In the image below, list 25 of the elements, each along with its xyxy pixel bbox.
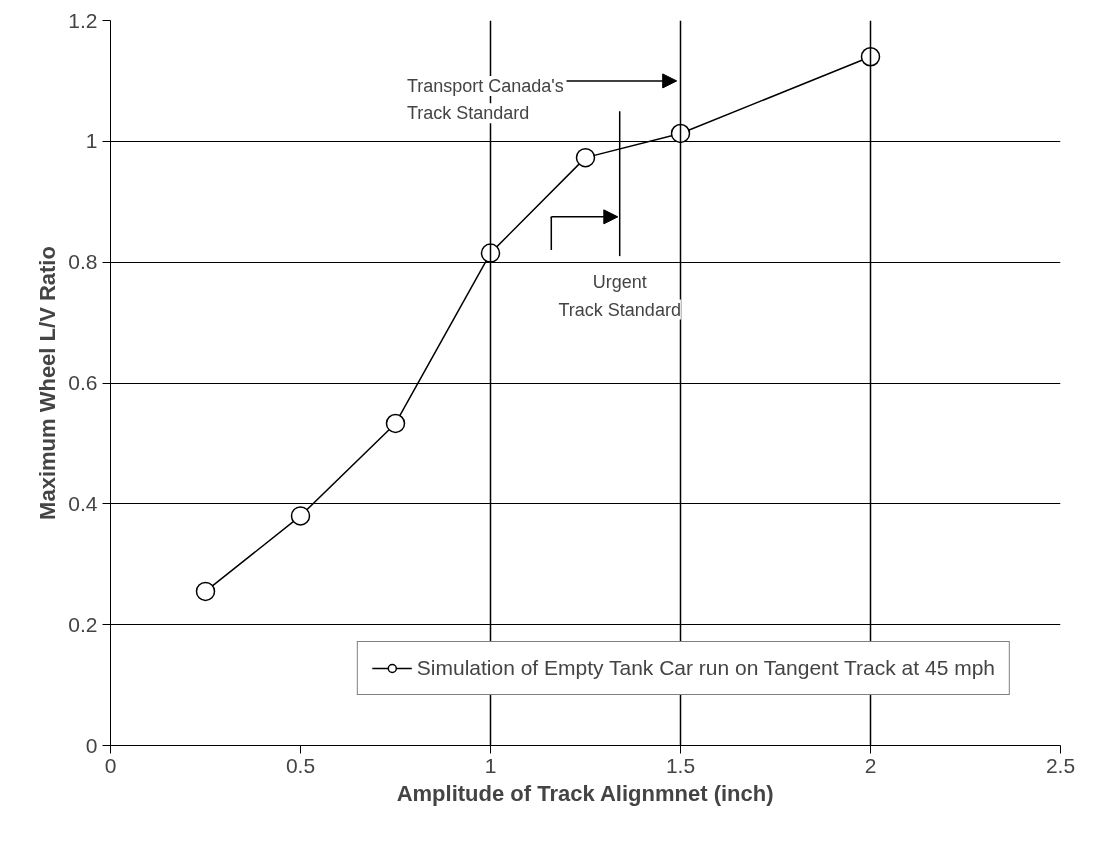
y-tick-label: 1 [85, 129, 98, 153]
point [195, 581, 216, 602]
y-tick-label: 1.2 [68, 8, 98, 32]
x-tick-label: 2.5 [1045, 753, 1076, 777]
x-tick-label: 2 [864, 753, 877, 777]
point [575, 147, 596, 168]
y-tick-label: 0.4 [68, 491, 98, 515]
x-tick-label: 0.5 [285, 753, 316, 777]
point [290, 506, 311, 526]
point [385, 413, 406, 434]
y-tick-label: 0.2 [68, 612, 98, 636]
y-axis-title: Maximum Wheel L/V Ratio [35, 246, 61, 520]
point [480, 243, 501, 263]
ref-line-label: Transport Canada's Track Standard [406, 76, 564, 124]
y-tick-label: 0 [85, 733, 98, 757]
point [860, 47, 881, 67]
x-tick-label: 1.5 [665, 753, 696, 777]
x-tick-label: 1 [484, 753, 497, 777]
legend-label: Simulation of Empty Tank Car run on Tangent Track at 45 mph [416, 656, 995, 680]
ref-line-label: Urgent Track Standard [558, 272, 681, 320]
x-axis-title: Amplitude of Track Alignmnet (inch) [396, 780, 774, 806]
y-tick-label: 0.6 [68, 371, 98, 394]
point [670, 123, 691, 144]
x-tick-label: 0 [104, 753, 117, 777]
y-tick-label: 0.8 [68, 250, 98, 274]
